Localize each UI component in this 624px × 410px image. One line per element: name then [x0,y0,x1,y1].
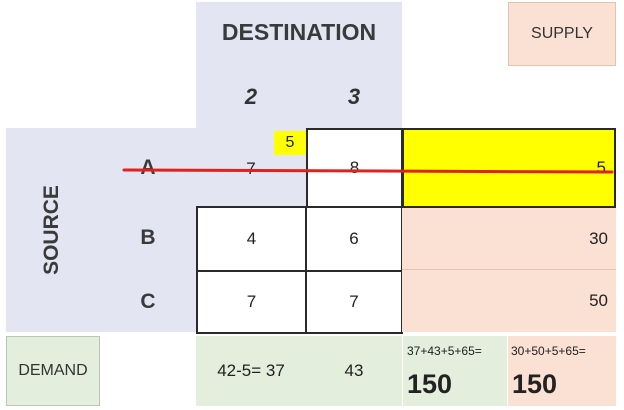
destination-label: DESTINATION [221,18,377,45]
supply-total-value: 150 [512,369,558,399]
cost-b-2: 4 [196,206,307,272]
source-label: SOURCE [40,185,64,275]
cost-a-3: 8 [306,128,403,208]
cost-b-3: 6 [305,206,403,272]
demand-total-expression: 37+43+5+65= [407,344,482,358]
supply-b: 30 [402,208,616,270]
demand-col-2: 42-5= 37 [196,336,306,406]
row-label-a: A [140,156,156,179]
supply-c: 50 [402,270,616,332]
row-label-c: C [140,290,156,313]
demand-total-value: 150 [407,369,453,399]
cost-c-3: 7 [305,270,403,334]
supply-total-expression: 30+50+5+65= [511,344,586,358]
allocation-a-2: 5 [274,131,306,155]
source-region-bg [6,128,196,332]
demand-label: DEMAND [6,336,100,406]
column-header-3: 3 [347,84,361,109]
demand-col-3: 43 [306,336,402,406]
supply-header: SUPPLY [508,2,616,66]
row-label-b: B [140,226,156,249]
demand-total-cell: 37+43+5+65= 150 [403,336,507,406]
destination-header-bg [196,2,402,128]
supply-total-cell: 30+50+5+65= 150 [508,336,616,406]
source-label-wrap: SOURCE [20,130,84,330]
supply-a: 5 [402,128,616,208]
cost-c-2: 7 [196,270,307,334]
column-header-2: 2 [244,84,258,109]
